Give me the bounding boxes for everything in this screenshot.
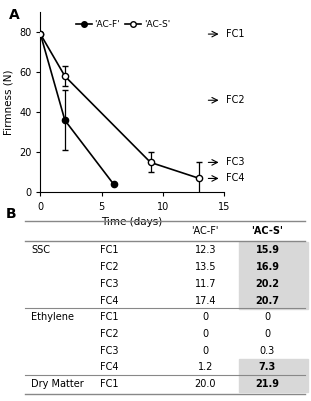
Bar (239, 292, 308, 309)
Bar (239, 242, 308, 259)
Bar (239, 376, 308, 393)
Text: 0.3: 0.3 (260, 346, 275, 356)
Text: 20.7: 20.7 (255, 296, 280, 306)
Text: FC4: FC4 (100, 363, 118, 373)
Text: 'AC-F': 'AC-F' (192, 226, 219, 236)
Bar (239, 359, 308, 376)
Text: 7.3: 7.3 (259, 363, 276, 373)
Text: 21.9: 21.9 (255, 379, 280, 389)
Text: FC4: FC4 (100, 296, 118, 306)
Text: FC1: FC1 (100, 379, 118, 389)
Text: SSC: SSC (31, 245, 50, 255)
Text: FC1: FC1 (100, 245, 118, 255)
Text: 15.9: 15.9 (255, 245, 280, 255)
Text: 'AC-S': 'AC-S' (252, 226, 283, 236)
Text: FC2: FC2 (100, 329, 118, 339)
Text: Dry Matter: Dry Matter (31, 379, 84, 389)
Text: A: A (9, 8, 20, 22)
Text: 16.9: 16.9 (255, 262, 280, 272)
Text: FC1: FC1 (226, 29, 245, 39)
Text: 12.3: 12.3 (194, 245, 216, 255)
Text: FC3: FC3 (100, 279, 118, 289)
Text: 0: 0 (202, 329, 208, 339)
Bar (239, 259, 308, 275)
Text: 0: 0 (264, 329, 271, 339)
Text: 11.7: 11.7 (194, 279, 216, 289)
Text: FC3: FC3 (100, 346, 118, 356)
Bar (239, 275, 308, 292)
Text: Ethylene: Ethylene (31, 312, 74, 322)
Text: 20.0: 20.0 (194, 379, 216, 389)
Text: FC3: FC3 (226, 158, 245, 167)
Text: B: B (6, 207, 17, 221)
Text: 0: 0 (202, 346, 208, 356)
Text: 0: 0 (264, 312, 271, 322)
Text: 17.4: 17.4 (194, 296, 216, 306)
Text: 1.2: 1.2 (197, 363, 213, 373)
Y-axis label: Firmness (N): Firmness (N) (3, 69, 13, 135)
Text: FC4: FC4 (226, 174, 245, 183)
Text: 0: 0 (202, 312, 208, 322)
Text: FC2: FC2 (100, 262, 118, 272)
Text: FC1: FC1 (100, 312, 118, 322)
Legend: 'AC-F', 'AC-S': 'AC-F', 'AC-S' (72, 16, 174, 33)
X-axis label: Time (days): Time (days) (102, 217, 163, 227)
Text: 20.2: 20.2 (255, 279, 280, 289)
Text: 13.5: 13.5 (194, 262, 216, 272)
Text: FC2: FC2 (226, 95, 245, 105)
